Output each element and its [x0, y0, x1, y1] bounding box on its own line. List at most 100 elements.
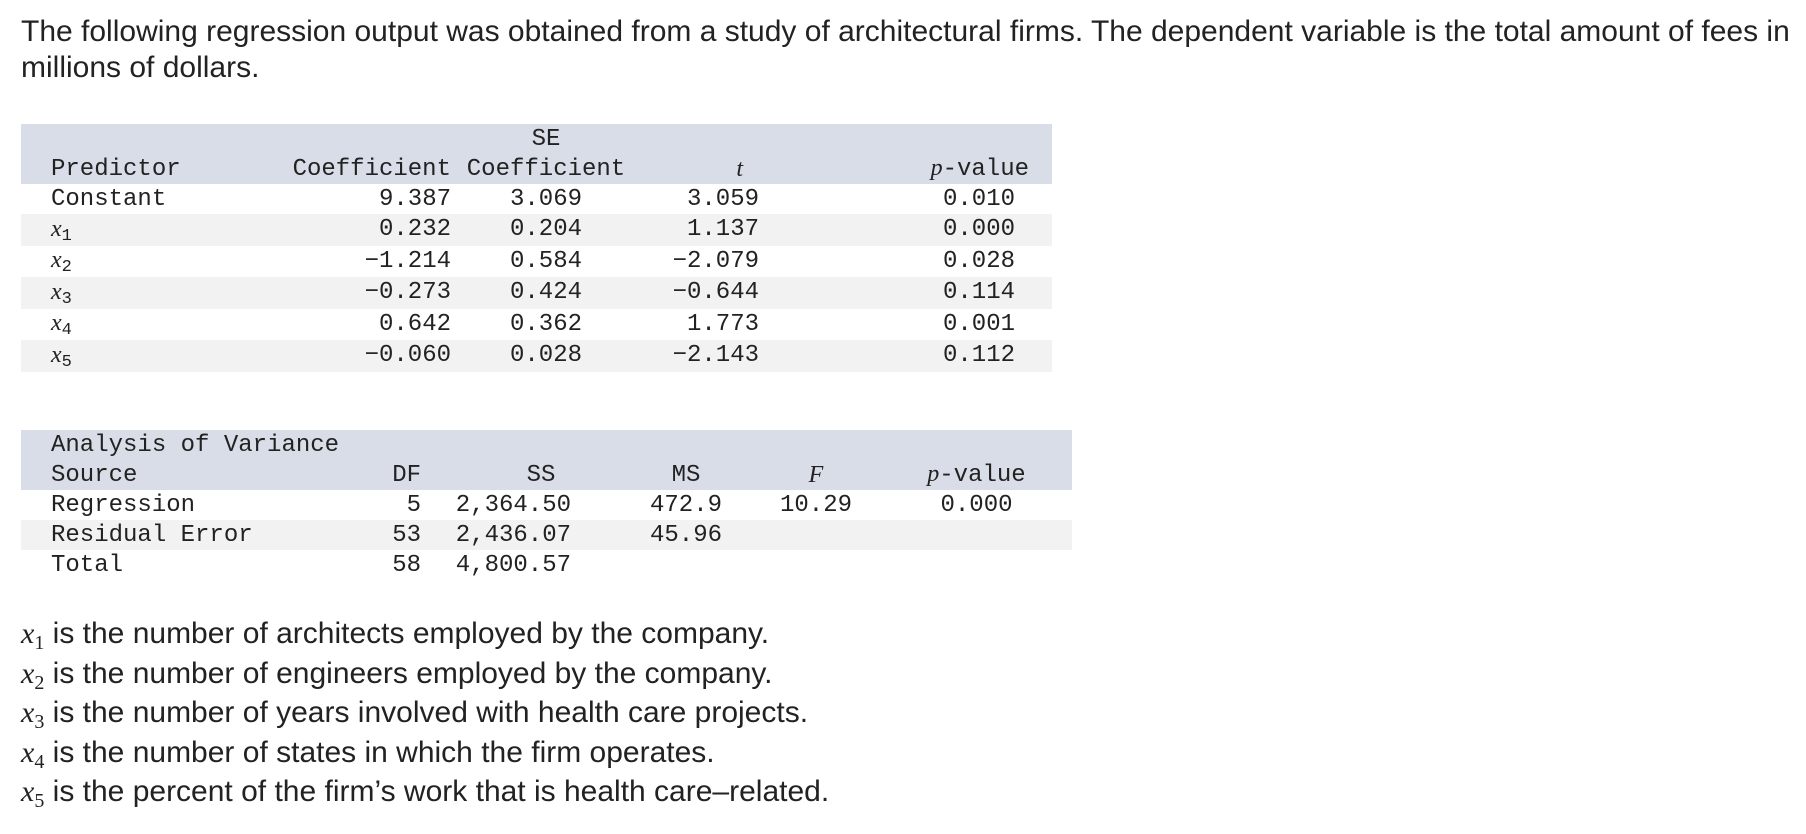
predictor-cell: x2	[51, 246, 221, 278]
definition-variable-letter: x	[21, 775, 35, 808]
definition-text: is the number of years involved with hea…	[44, 696, 809, 729]
ms-header: MS	[671, 461, 701, 489]
anova-p-value-header: p-value	[927, 461, 1026, 489]
definition-item: x1 is the number of architects employed …	[21, 614, 829, 654]
definition-variable: x3	[21, 696, 44, 732]
spacer-cell	[21, 309, 51, 341]
ss-header: SS	[526, 461, 556, 489]
regression-header-row: Predictor Coefficient Coefficient t p-va…	[21, 154, 1052, 184]
spacer-cell	[21, 520, 51, 550]
predictor-variable: x	[51, 278, 62, 305]
definition-item: x3 is the number of years involved with …	[21, 693, 829, 733]
definition-variable-subscript: 4	[34, 750, 45, 773]
definition-variable-letter: x	[21, 656, 35, 690]
anova-p-value-header-suffix: -value	[939, 462, 1026, 489]
source-cell: Total	[51, 551, 124, 579]
regression-row: x1 0.232 0.204 1.137 0.000	[21, 214, 1052, 246]
source-cell: Residual Error	[51, 521, 253, 549]
se-coefficient-cell: 0.362	[509, 310, 582, 338]
df-header: DF	[392, 461, 421, 489]
f-cell	[751, 520, 881, 550]
se-coefficient-cell: 0.584	[509, 247, 582, 275]
p-value-cell: 0.010	[942, 185, 1015, 213]
regression-row: x4 0.642 0.362 1.773 0.001	[21, 308, 1052, 341]
definition-text: is the number of engineers employed by t…	[44, 656, 773, 690]
ms-cell: 472.9	[649, 491, 722, 519]
spacer-cell	[21, 277, 51, 309]
t-cell: 1.137	[686, 216, 759, 244]
t-cell: −0.644	[672, 279, 759, 307]
p-value-header: p-value	[930, 155, 1029, 183]
t-cell: −2.079	[672, 247, 759, 275]
anova-title-row: Analysis of Variance	[21, 430, 1072, 460]
definition-text: is the percent of the firm’s work that i…	[44, 775, 830, 808]
ss-cell: 4,800.57	[455, 551, 571, 579]
predictor-subscript: 4	[61, 321, 72, 341]
definition-text: is the number of architects employed by …	[44, 617, 770, 650]
anova-table: Analysis of Variance Source DF SS MS F p…	[21, 430, 1072, 580]
predictor-cell: x3	[51, 277, 221, 309]
ms-cell: 45.96	[649, 521, 722, 549]
df-cell: 58	[392, 551, 421, 579]
p-value-cell: 0.001	[942, 310, 1015, 338]
coefficient-cell: 9.387	[378, 185, 451, 213]
p-value-header-suffix: -value	[942, 156, 1029, 183]
spacer-cell	[21, 340, 51, 372]
definition-variable: x1	[21, 617, 44, 653]
anova-p-value-cell: 0.000	[940, 491, 1013, 519]
predictor-subscript: 1	[61, 226, 72, 246]
se-coefficient-header: Coefficient	[466, 155, 626, 183]
p-value-cell: 0.112	[942, 342, 1015, 370]
source-cell: Regression	[51, 491, 196, 519]
regression-row: x3 −0.273 0.424 −0.644 0.114	[21, 277, 1052, 309]
predictor-cell: x5	[51, 340, 221, 372]
anova-row: Total 58 4,800.57	[21, 550, 1072, 580]
predictor-variable: x	[51, 310, 62, 337]
t-cell: 1.773	[686, 310, 759, 338]
predictor-variable: x	[51, 215, 62, 242]
spacer-cell	[21, 490, 51, 520]
coefficient-cell: 0.642	[378, 310, 451, 338]
predictor-subscript: 3	[61, 289, 72, 309]
source-header: Source	[51, 461, 138, 489]
spacer-cell	[21, 214, 51, 246]
se-header-top: SE	[531, 125, 561, 153]
coefficient-cell: −0.273	[364, 279, 451, 307]
predictor-subscript: 5	[61, 352, 72, 372]
se-coefficient-cell: 0.424	[509, 279, 582, 307]
definition-variable-letter: x	[21, 617, 35, 650]
spacer-cell	[21, 550, 51, 580]
predictor-variable: x	[51, 341, 62, 368]
definition-variable-subscript: 1	[34, 632, 45, 654]
df-cell: 5	[406, 491, 421, 519]
anova-title: Analysis of Variance	[51, 431, 340, 459]
predictor-header: Predictor	[51, 155, 181, 183]
coefficient-cell: −1.214	[364, 247, 451, 275]
predictor-cell: x1	[51, 214, 221, 246]
spacer-cell	[21, 246, 51, 278]
coefficient-cell: −0.060	[364, 342, 451, 370]
ss-cell: 2,364.50	[455, 491, 571, 519]
p-value-cell: 0.028	[942, 247, 1015, 275]
anova-header-row: Source DF SS MS F p-value	[21, 460, 1072, 490]
variable-definitions: x1 is the number of architects employed …	[21, 614, 829, 812]
predictor-subscript: 2	[61, 258, 72, 278]
definition-variable: x4	[21, 736, 44, 772]
predictor-cell: Constant	[51, 184, 221, 214]
coefficient-cell: 0.232	[378, 216, 451, 244]
se-coefficient-cell: 3.069	[509, 185, 582, 213]
anova-p-value-cell	[881, 520, 1072, 550]
definition-item: x4 is the number of states in which the …	[21, 733, 829, 773]
definition-variable-subscript: 3	[34, 711, 45, 733]
predictor-cell: x4	[51, 309, 221, 341]
t-header: t	[736, 155, 743, 182]
se-coefficient-cell: 0.204	[509, 216, 582, 244]
df-cell: 53	[392, 521, 421, 549]
anova-p-value-cell	[881, 550, 1072, 580]
t-cell: 3.059	[686, 185, 759, 213]
definition-text: is the number of states in which the fir…	[44, 735, 715, 769]
intro-paragraph: The following regression output was obta…	[21, 15, 1790, 84]
t-cell: −2.143	[672, 342, 759, 370]
regression-row: x5 −0.060 0.028 −2.143 0.112	[21, 340, 1052, 372]
predictor-label: Constant	[51, 185, 167, 213]
